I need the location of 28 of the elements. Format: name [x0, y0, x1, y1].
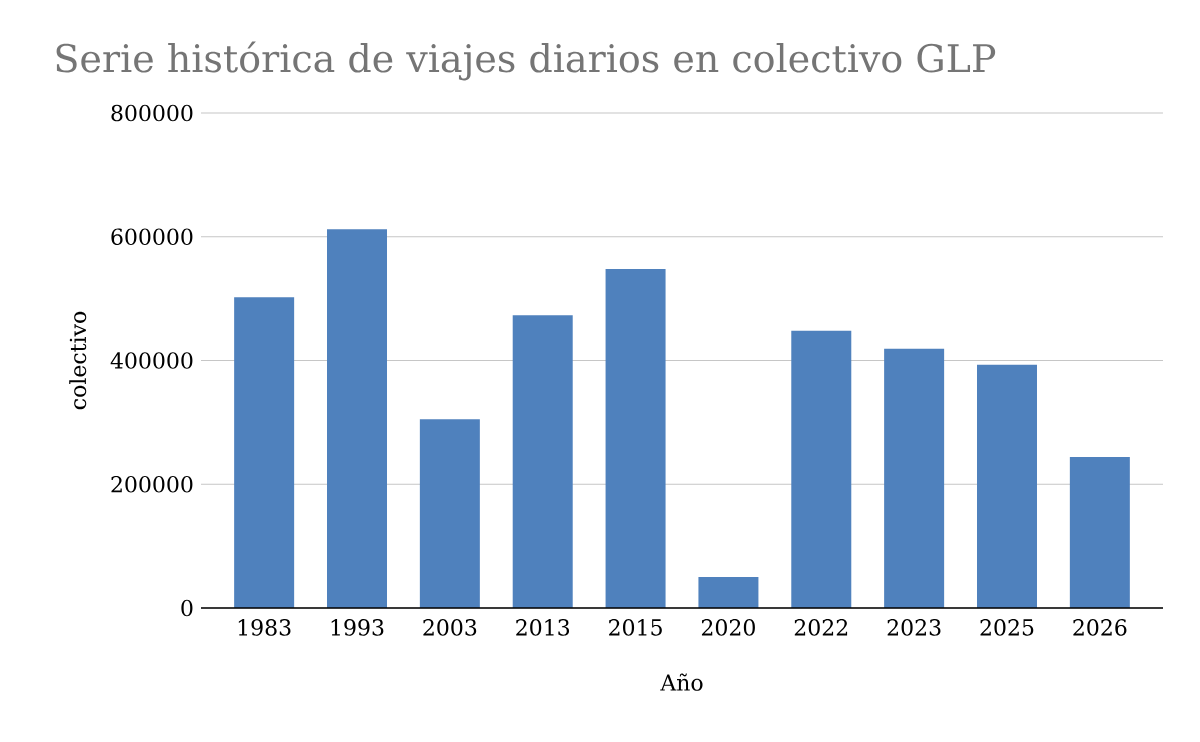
x-axis-title: Año: [660, 673, 703, 691]
x-tick-label: 2026: [1073, 619, 1127, 636]
bar: [791, 330, 852, 608]
y-tick-label: 600000: [111, 228, 193, 246]
bar: [884, 348, 945, 608]
y-axis-title: colectivo: [69, 311, 87, 410]
x-tick-label: 1993: [331, 619, 384, 636]
x-tick-label: 2013: [516, 619, 570, 636]
y-tick-label: 800000: [111, 104, 193, 122]
bar: [605, 268, 666, 608]
bar: [512, 315, 573, 608]
x-tick-label: 2003: [423, 619, 477, 636]
y-tick-label: 400000: [110, 352, 193, 369]
y-tick-label: 200000: [111, 475, 193, 493]
bar: [1069, 457, 1130, 608]
bar: [977, 364, 1037, 608]
x-tick-label: 2022: [794, 619, 848, 636]
x-tick-label: 2015: [609, 619, 662, 636]
bar: [327, 229, 387, 608]
bar: [419, 419, 480, 608]
bar: [234, 297, 295, 608]
x-tick-label: 2020: [701, 619, 755, 636]
y-tick-label: 0: [181, 599, 193, 617]
x-tick-label: 1983: [238, 619, 291, 636]
bar: [698, 577, 759, 608]
chart-title: Serie histórica de viajes diarios en colectivo GLP: [56, 41, 996, 81]
x-tick-label: 2023: [887, 619, 941, 636]
x-tick-label: 2025: [980, 619, 1034, 636]
